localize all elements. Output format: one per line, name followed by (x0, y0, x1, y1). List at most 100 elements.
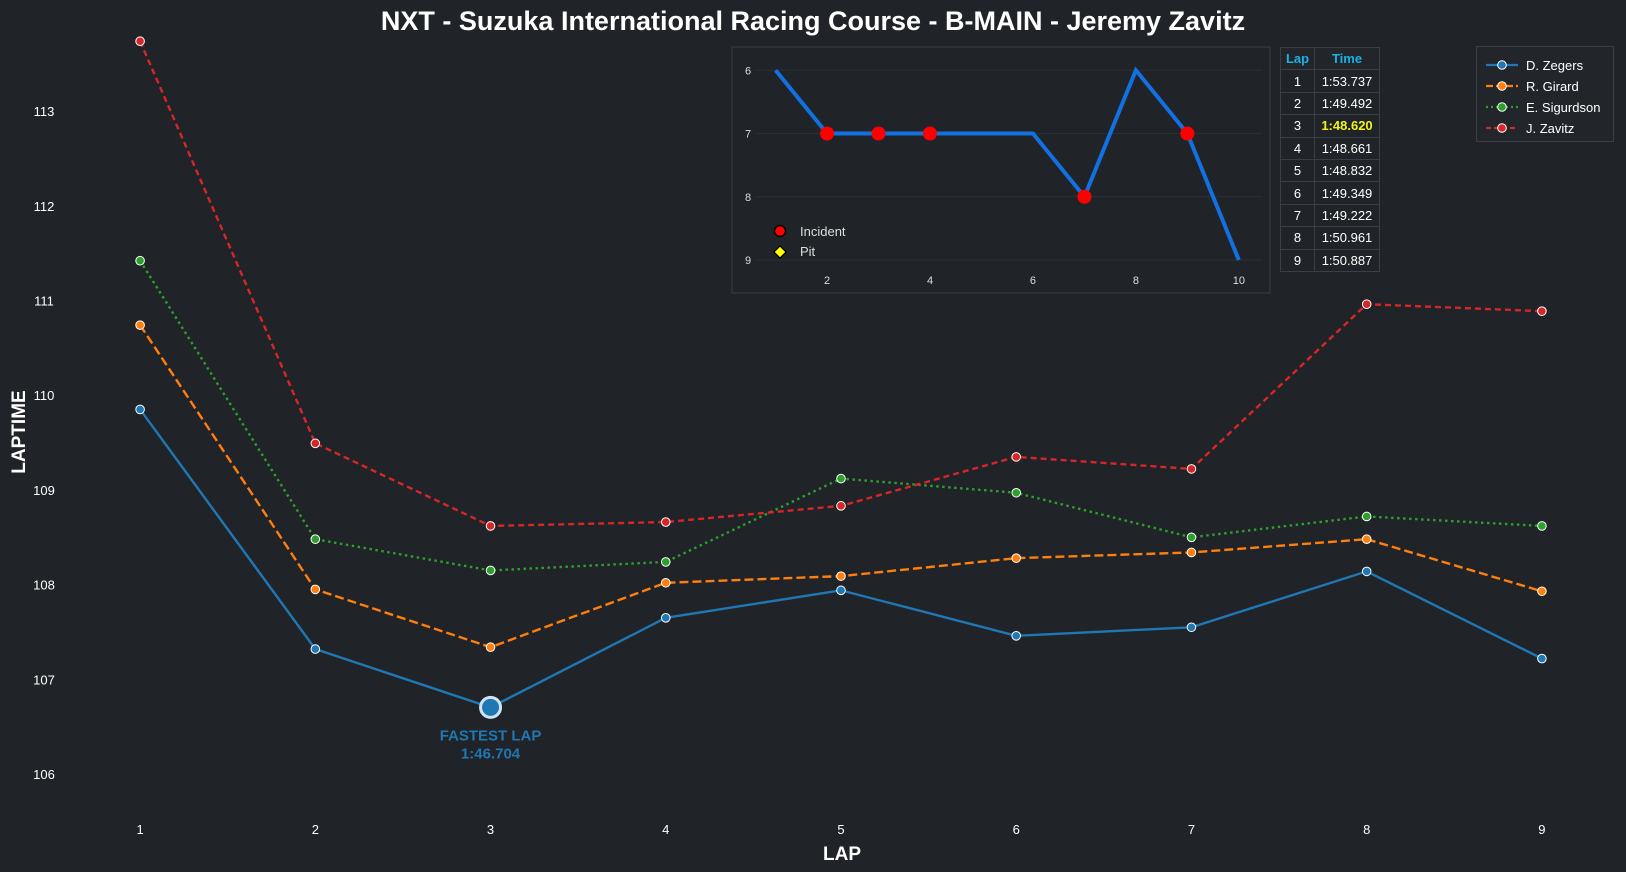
time-column-header: Time (1314, 46, 1380, 71)
incident-legend-marker (773, 224, 787, 238)
incident-marker (923, 126, 938, 141)
inset-legend: Incident Pit (773, 224, 846, 259)
lap-cell: 6 (1280, 181, 1315, 205)
table-row-best: 3 1:48.620 (1280, 114, 1380, 138)
table-row: 2 1:49.492 (1280, 91, 1380, 116)
y-axis-ticks: 106 107 108 109 110 111 112 113 (33, 104, 55, 782)
incident-marker (871, 126, 886, 141)
data-point (1361, 511, 1372, 522)
series-line (139, 260, 1542, 572)
data-point (135, 36, 145, 47)
x-tick-label: 7 (1188, 822, 1195, 837)
table-header-row: Lap Time (1280, 46, 1380, 71)
lap-cell: 9 (1280, 248, 1315, 272)
pit-legend-label: Pit (800, 244, 816, 259)
data-point (135, 255, 145, 266)
data-point (485, 565, 496, 576)
inset-position-series (774, 66, 1241, 261)
legend-swatch-sigurdson (1486, 102, 1518, 112)
lap-cell: 8 (1280, 226, 1315, 250)
y-tick-label: 111 (34, 293, 54, 308)
time-cell: 1:49.492 (1314, 91, 1380, 116)
data-point (485, 642, 496, 652)
fastest-lap-marker (479, 695, 503, 719)
pit-legend-marker (773, 245, 787, 259)
x-tick-label: 6 (1013, 822, 1020, 837)
data-point (310, 534, 321, 544)
legend-item[interactable]: E. Sigurdson (1485, 97, 1600, 117)
inset-x-tick-label: 8 (1133, 275, 1139, 287)
series-e-sigurdson (135, 255, 1547, 576)
y-tick-label: 106 (33, 767, 55, 782)
lap-cell: 3 (1280, 114, 1315, 138)
fastest-lap-annotation: FASTEST LAP 1:46.704 (440, 695, 542, 762)
data-point (1186, 464, 1197, 474)
inset-y-tick-label: 9 (745, 255, 751, 267)
legend-item[interactable]: J. Zavitz (1485, 118, 1574, 138)
inset-x-tick-label: 10 (1233, 275, 1245, 287)
inset-frame (731, 46, 1271, 294)
table-row: 1 1:53.737 (1280, 69, 1380, 93)
data-point (1011, 553, 1022, 563)
inset-x-ticks: 2 4 6 8 10 (824, 275, 1245, 287)
inset-x-tick-label: 6 (1030, 275, 1036, 287)
x-tick-label: 1 (136, 822, 143, 837)
series-line (139, 408, 1543, 709)
lap-cell: 7 (1280, 203, 1315, 228)
time-cell: 1:49.349 (1314, 181, 1380, 205)
y-tick-label: 108 (33, 578, 55, 593)
x-tick-label: 4 (662, 822, 669, 837)
y-tick-label: 110 (34, 388, 55, 403)
legend-swatch-girard (1486, 81, 1518, 91)
time-cell: 1:48.832 (1314, 158, 1380, 183)
data-point (310, 644, 321, 654)
data-point (660, 517, 671, 527)
legend-label: D. Zegers (1526, 57, 1584, 73)
data-point (135, 404, 145, 415)
time-cell: 1:48.661 (1314, 136, 1380, 160)
inset-x-tick-label: 2 (824, 275, 830, 287)
data-point (310, 584, 321, 595)
inset-y-tick-label: 6 (745, 65, 751, 77)
data-point (1537, 306, 1547, 316)
legend-label: J. Zavitz (1526, 120, 1575, 136)
lap-column-header: Lap (1280, 46, 1315, 71)
legend-item[interactable]: D. Zegers (1485, 55, 1583, 75)
x-axis-title: LAP (823, 844, 861, 865)
time-cell: 1:53.737 (1314, 69, 1380, 93)
table-row: 9 1:50.887 (1280, 248, 1380, 272)
data-point (1011, 452, 1022, 462)
x-axis-ticks: 1 2 3 4 5 6 7 8 9 (136, 822, 1545, 837)
series-layer (135, 36, 1547, 713)
data-point (836, 571, 846, 581)
data-point (1361, 534, 1372, 544)
lap-times-table: Lap Time 1 1:53.737 2 1:49.492 3 1:48.620 4… (1280, 46, 1380, 272)
table-row: 8 1:50.961 (1280, 226, 1380, 250)
data-point (1537, 586, 1547, 597)
incident-legend-label: Incident (800, 224, 846, 239)
y-axis-title: LAPTIME (9, 390, 30, 473)
fastest-lap-label: FASTEST LAP (440, 727, 542, 744)
data-point (660, 557, 671, 567)
legend-label: R. Girard (1526, 78, 1579, 94)
data-point (1011, 631, 1022, 641)
time-cell: 1:50.887 (1314, 248, 1380, 272)
x-tick-label: 2 (312, 822, 319, 837)
data-point (1361, 299, 1372, 309)
inset-y-ticks: 6 7 8 9 (745, 65, 751, 267)
y-tick-label: 109 (33, 483, 55, 498)
legend-swatch-zavitz (1486, 123, 1518, 133)
y-tick-label: 112 (34, 199, 55, 214)
series-legend: D. Zegers R. Girard E. Sigurdson J. Zavi… (1476, 46, 1614, 142)
data-point (660, 577, 671, 588)
data-point (310, 438, 321, 449)
data-point (660, 613, 671, 623)
data-point (485, 521, 496, 531)
legend-swatch-zegers (1486, 60, 1518, 70)
data-point (836, 585, 846, 596)
time-cell: 1:49.222 (1314, 203, 1380, 228)
legend-item[interactable]: R. Girard (1485, 76, 1579, 96)
position-inset-chart: 2 4 6 8 10 6 7 8 9 Incident Pit (731, 46, 1271, 294)
lap-cell: 2 (1280, 91, 1315, 116)
